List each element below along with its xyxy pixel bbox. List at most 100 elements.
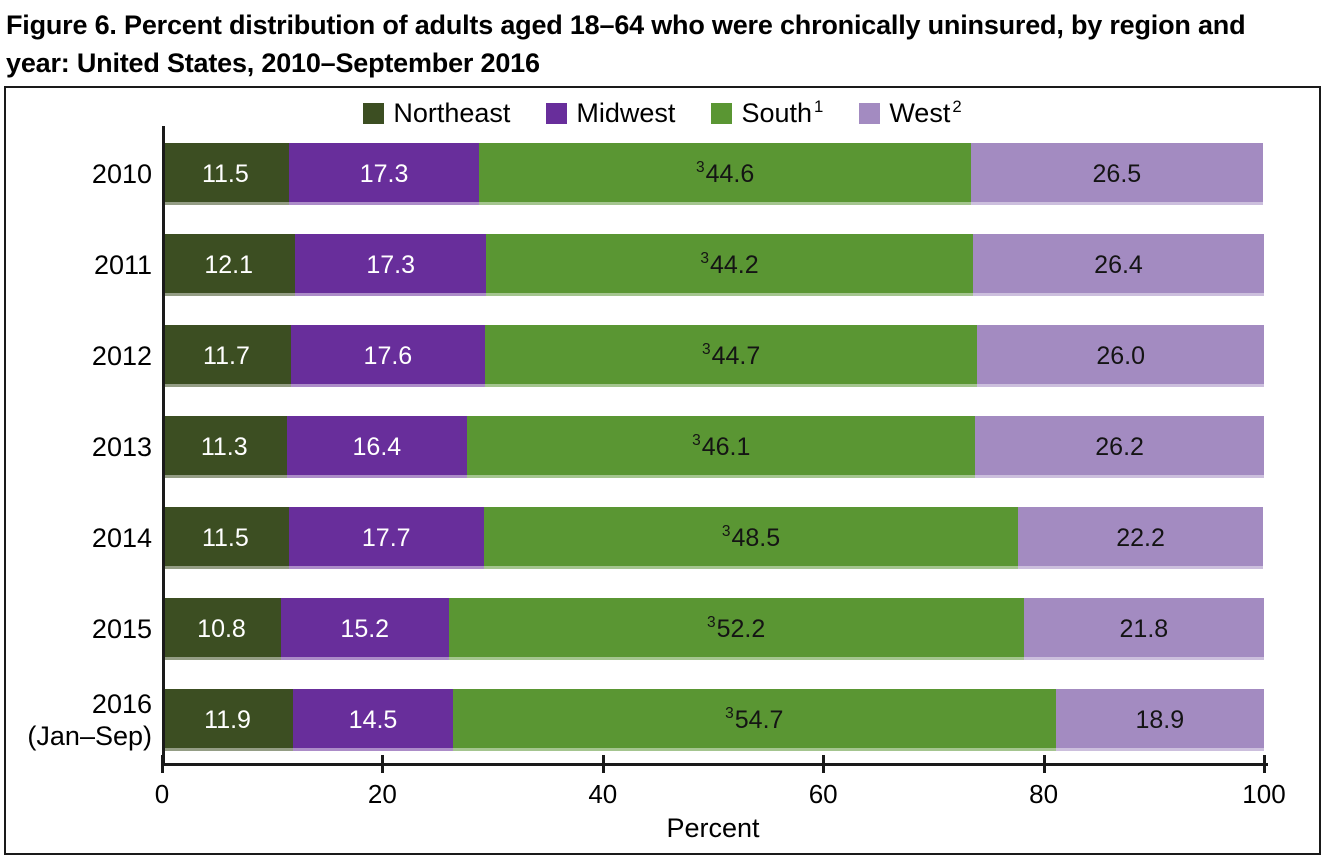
year-label-text: 2011 (93, 249, 152, 280)
value-label: 17.3 (359, 159, 409, 188)
bar-segment-2016-midwest: 14.5 (293, 689, 453, 751)
bar-row-2012: 11.7 17.6 344.7 26.0 (162, 325, 1264, 387)
x-axis-title: Percent (666, 813, 760, 843)
value-label: 26.2 (1095, 432, 1144, 461)
value-label: 17.7 (361, 523, 411, 552)
value-label: 17.6 (363, 341, 413, 370)
value-label: 22.2 (1116, 523, 1165, 552)
bar-segment-2013-west: 26.2 (975, 416, 1264, 478)
x-axis-tick-60 (822, 755, 826, 773)
x-axis-line (162, 763, 1268, 766)
value-label: 11.5 (201, 159, 249, 188)
bar-segment-2016-northeast: 11.9 (162, 689, 294, 751)
bar-segment-2011-south: 344.2 (485, 234, 974, 296)
value-label: 348.5 (721, 523, 781, 552)
year-label-text: 2014 (91, 522, 152, 553)
year-sublabel-text: (Jan–Sep) (27, 721, 152, 751)
bar-segment-2015-northeast: 10.8 (162, 598, 282, 660)
legend-item-midwest: Midwest (546, 98, 675, 129)
bar-segment-2016-south: 354.7 (452, 689, 1056, 751)
bar-segment-2010-south: 344.6 (479, 143, 971, 205)
year-label-2015: 2015 (6, 598, 152, 660)
x-axis-tick-100 (1263, 755, 1266, 773)
bar-segment-2016-west: 18.9 (1055, 689, 1264, 751)
bar-segment-2013-south: 346.1 (467, 416, 976, 478)
year-label-text: 2012 (91, 340, 152, 371)
year-label-2014: 2014 (6, 507, 152, 569)
x-axis-tick-0 (161, 755, 164, 773)
year-label-2016: 2016 (Jan–Sep) (6, 689, 152, 751)
legend-item-northeast: Northeast (363, 98, 510, 129)
value-label: 346.1 (692, 432, 751, 461)
year-label-text: 2016 (91, 688, 152, 719)
legend-swatch-south-icon (711, 103, 733, 124)
legend-label-midwest: Midwest (576, 98, 676, 128)
year-label-text: 2013 (91, 431, 152, 462)
bar-row-2014: 11.5 17.7 348.5 22.2 (162, 507, 1264, 569)
legend: Northeast Midwest South 1 West 2 (6, 98, 1319, 129)
value-label: 354.7 (725, 705, 784, 734)
bar-segment-2010-west: 26.5 (970, 143, 1263, 205)
legend-label-south: South 1 (741, 97, 824, 128)
value-label: 26.4 (1094, 250, 1143, 279)
bar-segment-2015-midwest: 15.2 (281, 598, 449, 660)
bar-segment-2013-midwest: 16.4 (286, 416, 468, 478)
bar-segment-2012-west: 26.0 (977, 325, 1264, 387)
bar-segment-2014-west: 22.2 (1018, 507, 1263, 569)
bar-row-2016: 11.9 14.5 354.7 18.9 (162, 689, 1264, 751)
value-label: 11.9 (204, 705, 251, 734)
bar-segment-2011-northeast: 12.1 (162, 234, 296, 296)
legend-swatch-midwest-icon (546, 103, 568, 124)
bar-row-2011: 12.1 17.3 344.2 26.4 (162, 234, 1264, 296)
value-label: 26.5 (1092, 159, 1142, 188)
value-label: 10.8 (197, 614, 246, 643)
value-label: 12.1 (204, 250, 253, 279)
value-label: 11.3 (200, 432, 248, 461)
bar-segment-2011-west: 26.4 (973, 234, 1264, 296)
value-label: 11.7 (203, 341, 250, 370)
legend-label-northeast: Northeast (393, 98, 511, 128)
legend-item-west: West 2 (859, 97, 962, 129)
value-label: 344.2 (700, 250, 759, 279)
legend-label-west: West 2 (889, 97, 962, 128)
value-label: 352.2 (706, 614, 766, 643)
value-label: 344.6 (695, 159, 755, 188)
bar-segment-2014-northeast: 11.5 (162, 507, 289, 569)
year-label-2013: 2013 (6, 416, 152, 478)
bar-row-2015: 10.8 15.2 352.2 21.8 (162, 598, 1264, 660)
x-axis-tick-label-60: 60 (808, 779, 838, 809)
bar-segment-2010-northeast: 11.5 (162, 143, 289, 205)
x-axis-tick-label-20: 20 (367, 779, 397, 809)
value-label: 21.8 (1119, 614, 1169, 643)
value-label: 16.4 (352, 432, 402, 461)
legend-swatch-west-icon (859, 103, 881, 124)
x-axis-tick-40 (601, 755, 605, 773)
legend-item-south: South 1 (711, 98, 823, 129)
value-label: 344.7 (702, 341, 761, 370)
value-label: 14.5 (348, 705, 398, 734)
value-label: 15.2 (340, 614, 390, 643)
bar-segment-2015-south: 352.2 (448, 598, 1024, 660)
bar-segment-2012-midwest: 17.6 (290, 325, 485, 387)
bar-segment-2013-northeast: 11.3 (162, 416, 287, 478)
bar-row-2013: 11.3 16.4 346.1 26.2 (162, 416, 1264, 478)
value-label: 18.9 (1135, 705, 1185, 734)
year-label-2012: 2012 (6, 325, 152, 387)
year-label-2010: 2010 (6, 143, 152, 205)
chart-frame: Northeast Midwest South 1 West 2 2010 11.5 17.3… (4, 86, 1321, 855)
x-axis-tick-label-40: 40 (588, 779, 618, 809)
x-axis-tick-label-80: 80 (1029, 779, 1059, 809)
bar-segment-2014-south: 348.5 (483, 507, 1019, 569)
value-label: 26.0 (1096, 341, 1146, 370)
figure-title: Figure 6. Percent distribution of adults… (6, 10, 1246, 79)
x-axis-tick-label-0: 0 (154, 779, 170, 809)
bar-segment-2010-midwest: 17.3 (288, 143, 480, 205)
x-axis-tick-20 (381, 755, 385, 773)
value-label: 17.3 (366, 250, 415, 279)
bar-row-2010: 11.5 17.3 344.6 26.5 (162, 143, 1264, 205)
bar-segment-2014-midwest: 17.7 (288, 507, 484, 569)
x-axis-tick-label-100: 100 (1242, 779, 1286, 809)
x-axis-tick-80 (1042, 755, 1046, 773)
year-label-2011: 2011 (6, 234, 152, 296)
legend-swatch-northeast-icon (363, 103, 385, 124)
